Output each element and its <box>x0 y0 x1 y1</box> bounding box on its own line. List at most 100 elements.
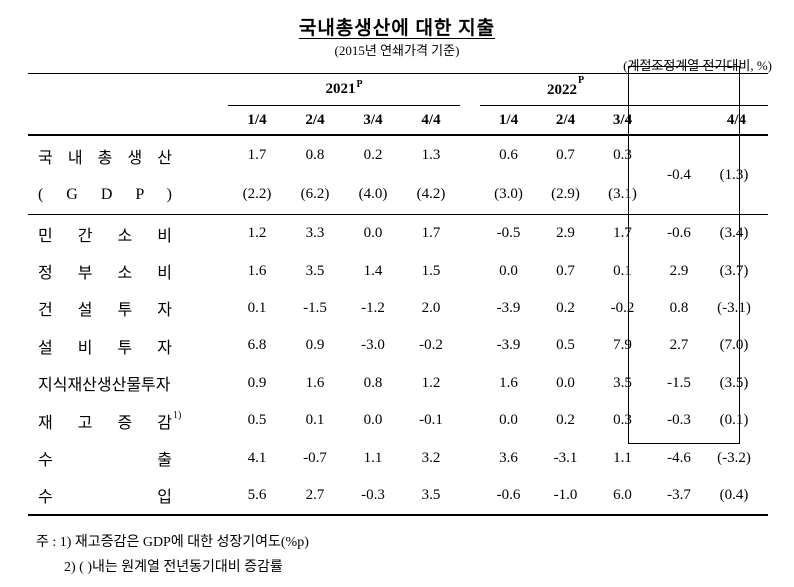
cell-value: 0.3 <box>613 412 632 429</box>
row-label-text: ( G D P ) <box>38 185 172 203</box>
cell-value: -0.2 <box>419 337 443 354</box>
cell-value: 1.7 <box>421 225 441 242</box>
cell-value: 1.7 <box>247 147 267 163</box>
last-col-value: -0.4 <box>667 166 691 183</box>
row-label-text: 설 비 투 자 <box>38 339 172 357</box>
cell-value: -1.5 <box>303 299 327 316</box>
cell-value: 2.9 <box>556 225 575 242</box>
table-row-construction-investment: 건 설 투 자 0.1 -1.5 -1.2 2.0 -3.9 0.2 -0.2 … <box>28 290 768 327</box>
cell-value: -0.1 <box>419 412 443 429</box>
cell-value: 0.5 <box>556 337 575 354</box>
page-title-text: 국내총생산에 대한 지출 <box>298 18 496 39</box>
cell-value: 2.0 <box>421 299 441 316</box>
last-col-value: -0.3 <box>667 412 691 429</box>
cell-last: -1.5 (3.5) <box>656 365 768 402</box>
table-row-private-consumption: 민 간 소 비 1.2 3.3 0.0 1.7 -0.5 2.9 1.7 -0.… <box>28 215 768 252</box>
cell-value: -1.2 <box>361 299 385 316</box>
cell-value: 1.1 <box>613 449 632 466</box>
quarter-header: 4/4 <box>421 111 441 128</box>
cell-last: 2.7 (7.0) <box>656 327 768 364</box>
year-2022-sup: P <box>577 75 585 86</box>
quarter-header-row: 1/4 2/4 3/4 4/4 1/4 2/4 3/4 4/4 <box>28 106 768 136</box>
cell-value: 1.6 <box>499 374 518 391</box>
row-label-text: 건 설 투 자 <box>38 302 172 320</box>
last-col-paren: (0.4) <box>719 486 749 503</box>
quarter-header: 1/4 <box>247 111 267 128</box>
row-label-text: 재 고 증 감 <box>38 414 172 432</box>
last-col-paren: (3.7) <box>719 262 749 279</box>
cell-value: (2.9) <box>551 186 580 202</box>
year-header-2021: 2021 P <box>228 74 460 106</box>
row-label: 수 출 <box>28 439 228 476</box>
cell-value: 0.2 <box>556 299 575 316</box>
cell-value: 1.6 <box>247 262 267 279</box>
footnote-1: 주 : 1) 재고증감은 GDP에 대한 성장기여도(%p) <box>36 535 309 550</box>
cell-last: -0.6 (3.4) <box>656 215 768 252</box>
cell-value: 0.8 <box>305 147 325 163</box>
table-row-exports: 수 출 4.1 -0.7 1.1 3.2 3.6 -3.1 1.1 -4.6 (-… <box>28 439 768 476</box>
cell-value: 0.5 <box>247 412 267 429</box>
cell-value: 0.8 <box>363 374 383 391</box>
year-2022-inner: 2022P <box>480 75 651 99</box>
cell-value: 3.5 <box>305 262 325 279</box>
cell-value: (6.2) <box>300 186 330 202</box>
table-row-facilities-investment: 설 비 투 자 6.8 0.9 -3.0 -0.2 -3.9 0.5 7.9 2… <box>28 327 768 364</box>
cell-value: 0.0 <box>556 374 575 391</box>
cell-value: 0.9 <box>247 374 267 391</box>
cell-value: 0.0 <box>499 412 518 429</box>
quarter-header: 3/4 <box>612 111 633 128</box>
cell-value: 0.0 <box>499 262 518 279</box>
last-col-value: -1.5 <box>667 374 691 391</box>
cell-value: 1.2 <box>421 374 441 391</box>
last-col-paren: (-3.2) <box>717 449 751 466</box>
cell-value: (3.0) <box>494 186 523 202</box>
cell-value: (2.2) <box>242 186 272 202</box>
cell-value: 6.8 <box>247 337 267 354</box>
last-col-value: -3.7 <box>667 486 691 503</box>
cell-value: -3.9 <box>496 299 521 316</box>
last-col-paren: (1.3) <box>719 166 749 183</box>
cell-last: 0.8 (-3.1) <box>656 290 768 327</box>
cell-value: 0.2 <box>363 147 383 163</box>
quarter-header: 2/4 <box>305 111 325 128</box>
cell-value: 6.0 <box>613 486 632 503</box>
row-label-gdp: ( G D P ) <box>28 175 228 214</box>
quarter-header: 3/4 <box>363 111 383 128</box>
last-col-paren: (0.1) <box>719 412 749 429</box>
cell-last-gdp: -0.4 (1.3) <box>656 136 768 214</box>
last-col-paren: (7.0) <box>719 337 749 354</box>
last-col-value: 0.8 <box>669 299 689 316</box>
cell-value: 0.0 <box>363 225 383 242</box>
row-label-text: 수 입 <box>38 489 172 507</box>
cell-value: 1.6 <box>305 374 325 391</box>
cell-value: 0.3 <box>613 147 632 163</box>
cell-value: 3.2 <box>421 449 441 466</box>
cell-value: 3.3 <box>305 225 325 242</box>
cell-value: 2.7 <box>305 486 325 503</box>
cell-value: -3.1 <box>553 449 578 466</box>
cell-value: 1.2 <box>247 225 267 242</box>
last-col-paren: (3.5) <box>719 374 749 391</box>
year-header-2022: 2022P <box>480 74 768 106</box>
table-row-inventory-change: 재 고 증 감 1) 0.5 0.1 0.0 -0.1 0.0 0.2 0.3 -… <box>28 402 768 439</box>
row-label: 설 비 투 자 <box>28 327 228 364</box>
cell-value: -3.0 <box>361 337 385 354</box>
year-2022-label: 2022 <box>546 82 577 98</box>
cell-value: 0.1 <box>305 412 325 429</box>
row-label-text: 민 간 소 비 <box>38 227 172 245</box>
cell-value: -0.3 <box>361 486 385 503</box>
row-label: 건 설 투 자 <box>28 290 228 327</box>
cell-value: (3.1) <box>608 186 637 202</box>
cell-value: 0.1 <box>247 299 267 316</box>
cell-value: -0.5 <box>496 225 521 242</box>
cell-value: -3.9 <box>496 337 521 354</box>
cell-value: 3.6 <box>499 449 518 466</box>
quarter-header: 2/4 <box>555 111 576 128</box>
table-row-imports: 수 입 5.6 2.7 -0.3 3.5 -0.6 -1.0 6.0 -3.7 (… <box>28 477 768 514</box>
gdp-expenditure-table: 2021 P 2022P 1/4 2/4 3/4 4/4 1/4 2/4 3/4 … <box>28 73 768 517</box>
cell-value: 5.6 <box>247 486 267 503</box>
cell-value: 0.6 <box>499 147 518 163</box>
cell-value: (4.2) <box>416 186 446 202</box>
row-label-text: 정 부 소 비 <box>38 265 172 283</box>
cell-value: 1.3 <box>421 147 441 163</box>
